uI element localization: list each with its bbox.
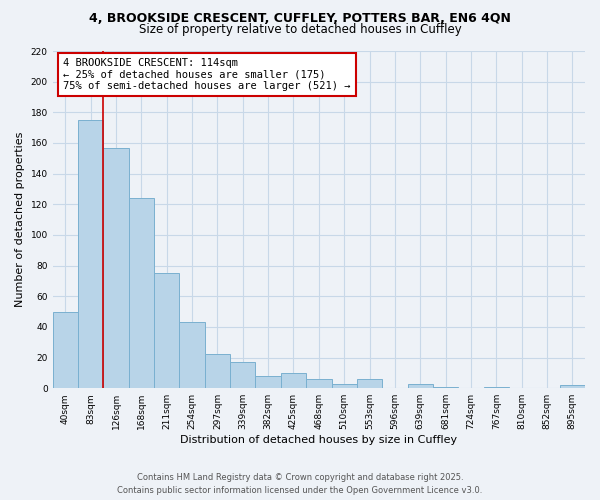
Bar: [53, 312, 78, 388]
Y-axis label: Number of detached properties: Number of detached properties: [15, 132, 25, 308]
Bar: [179, 322, 205, 388]
Bar: [560, 385, 585, 388]
Text: Contains HM Land Registry data © Crown copyright and database right 2025.
Contai: Contains HM Land Registry data © Crown c…: [118, 474, 482, 495]
X-axis label: Distribution of detached houses by size in Cuffley: Distribution of detached houses by size …: [180, 435, 457, 445]
Bar: [357, 379, 382, 388]
Bar: [256, 376, 281, 388]
Bar: [205, 354, 230, 388]
Bar: [332, 384, 357, 388]
Bar: [129, 198, 154, 388]
Bar: [306, 379, 332, 388]
Bar: [407, 384, 433, 388]
Text: 4 BROOKSIDE CRESCENT: 114sqm
← 25% of detached houses are smaller (175)
75% of s: 4 BROOKSIDE CRESCENT: 114sqm ← 25% of de…: [64, 58, 351, 91]
Bar: [78, 120, 103, 388]
Bar: [103, 148, 129, 388]
Text: 4, BROOKSIDE CRESCENT, CUFFLEY, POTTERS BAR, EN6 4QN: 4, BROOKSIDE CRESCENT, CUFFLEY, POTTERS …: [89, 12, 511, 26]
Text: Size of property relative to detached houses in Cuffley: Size of property relative to detached ho…: [139, 22, 461, 36]
Bar: [154, 274, 179, 388]
Bar: [484, 386, 509, 388]
Bar: [281, 373, 306, 388]
Bar: [230, 362, 256, 388]
Bar: [433, 386, 458, 388]
